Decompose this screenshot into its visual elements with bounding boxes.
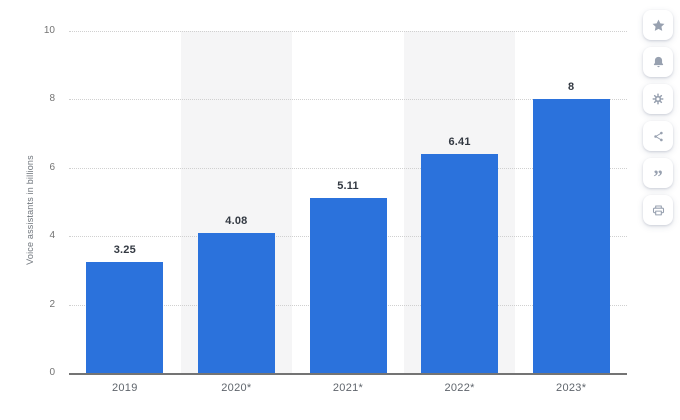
x-axis-tick-label: 2022* — [444, 382, 475, 394]
y-axis-tick-label: 8 — [49, 93, 55, 105]
notifications-button[interactable] — [643, 47, 673, 77]
y-axis-tick-label: 0 — [49, 367, 55, 378]
print-button[interactable] — [643, 195, 673, 225]
action-sidebar: ” — [643, 10, 673, 225]
share-icon — [652, 130, 665, 143]
x-axis-tick-label: 2019 — [111, 382, 138, 394]
share-button[interactable] — [643, 121, 673, 151]
bar-value-label: 3.25 — [113, 243, 136, 256]
bar[interactable] — [421, 153, 499, 373]
bar[interactable] — [532, 99, 610, 373]
bar-value-label: 4.08 — [225, 215, 248, 228]
y-axis-tick-label: 6 — [49, 161, 55, 173]
gridline — [69, 31, 627, 32]
bar-value-label: 8 — [568, 81, 575, 94]
bell-icon — [651, 55, 666, 70]
star-icon — [651, 18, 666, 33]
x-axis-tick-label: 2021* — [332, 382, 364, 394]
cite-button[interactable]: ” — [643, 158, 673, 188]
y-axis-tick-label: 4 — [49, 230, 55, 242]
bar-value-label: 5.11 — [337, 180, 359, 193]
x-axis-tick-label: 2023* — [556, 382, 587, 394]
y-axis-tick-label: 2 — [49, 298, 55, 310]
settings-button[interactable] — [643, 84, 673, 114]
gridline — [69, 167, 627, 169]
bar[interactable] — [86, 261, 164, 373]
gear-icon — [651, 92, 665, 106]
printer-icon — [651, 203, 666, 218]
bar-value-label: 6.41 — [448, 135, 471, 148]
favorite-button[interactable] — [643, 10, 673, 40]
quote-icon: ” — [653, 167, 663, 188]
gridline — [69, 99, 627, 101]
y-axis-tick-label: 10 — [43, 25, 55, 36]
plot-area: 3.25 4.08 5.11 6.41 8 — [69, 31, 627, 375]
x-axis-tick-label: 2020* — [221, 382, 252, 394]
bar[interactable] — [197, 233, 275, 373]
bar[interactable] — [309, 198, 387, 373]
